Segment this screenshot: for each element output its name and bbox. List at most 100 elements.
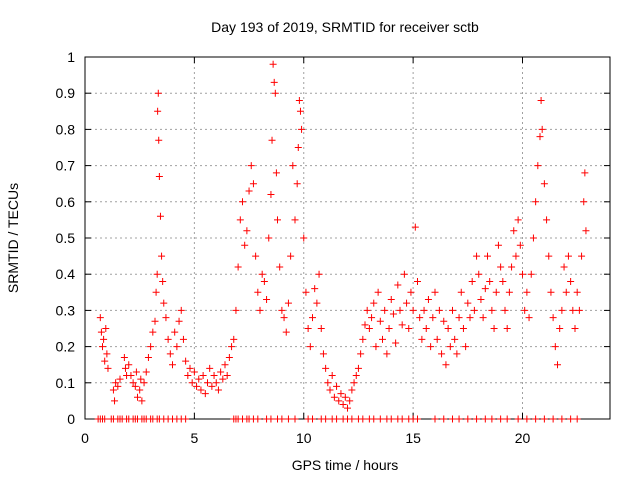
data-point bbox=[153, 270, 161, 278]
data-point bbox=[197, 386, 205, 394]
data-point bbox=[497, 415, 505, 423]
data-point bbox=[267, 191, 275, 199]
data-point bbox=[580, 198, 588, 206]
data-point bbox=[162, 314, 170, 322]
data-point bbox=[519, 270, 526, 278]
data-point bbox=[376, 317, 384, 325]
data-point bbox=[407, 288, 415, 296]
data-point bbox=[411, 223, 419, 231]
data-point bbox=[101, 357, 109, 365]
x-tick-label: 5 bbox=[190, 430, 198, 446]
data-point bbox=[359, 415, 367, 423]
data-point bbox=[403, 299, 411, 307]
data-point bbox=[291, 415, 299, 423]
data-point bbox=[149, 328, 157, 336]
data-point bbox=[136, 386, 144, 394]
data-point bbox=[581, 169, 589, 177]
data-point bbox=[440, 415, 448, 423]
data-point bbox=[201, 390, 209, 398]
data-point bbox=[435, 306, 443, 314]
data-point bbox=[420, 306, 428, 314]
data-point bbox=[534, 162, 542, 170]
data-point bbox=[449, 415, 456, 423]
data-point bbox=[236, 216, 244, 224]
data-point bbox=[109, 386, 117, 394]
data-point bbox=[348, 415, 356, 423]
data-point bbox=[569, 306, 577, 314]
data-point bbox=[424, 296, 432, 304]
data-point bbox=[309, 314, 316, 322]
data-point bbox=[350, 379, 358, 387]
data-point bbox=[302, 288, 310, 296]
data-point bbox=[431, 415, 439, 423]
data-point bbox=[346, 397, 354, 405]
grid-lines bbox=[85, 57, 610, 419]
data-point bbox=[523, 415, 531, 423]
data-point bbox=[571, 325, 579, 332]
data-point bbox=[274, 216, 281, 224]
data-point bbox=[293, 180, 301, 188]
y-tick-label: 0.2 bbox=[56, 339, 76, 355]
data-point bbox=[103, 350, 111, 358]
data-point bbox=[333, 415, 341, 423]
data-point bbox=[414, 277, 421, 285]
data-point bbox=[333, 382, 341, 390]
data-point bbox=[317, 325, 325, 332]
data-point bbox=[429, 314, 437, 322]
data-point bbox=[501, 306, 509, 314]
data-point bbox=[514, 216, 522, 224]
data-point bbox=[268, 136, 276, 144]
data-point bbox=[193, 382, 201, 390]
data-point bbox=[578, 252, 586, 260]
data-point bbox=[416, 314, 424, 322]
data-point bbox=[554, 361, 561, 369]
data-point bbox=[376, 415, 384, 423]
data-point bbox=[361, 321, 369, 329]
data-point bbox=[217, 368, 225, 376]
x-tick-label: 0 bbox=[81, 430, 89, 446]
data-point bbox=[387, 296, 395, 304]
data-point bbox=[256, 306, 264, 314]
data-point bbox=[132, 368, 140, 376]
data-point bbox=[418, 335, 426, 343]
data-point bbox=[102, 325, 110, 332]
data-point bbox=[111, 397, 119, 405]
data-point bbox=[442, 361, 450, 369]
data-point bbox=[278, 415, 286, 423]
data-point bbox=[503, 325, 511, 332]
data-point bbox=[206, 364, 214, 372]
data-point bbox=[453, 350, 461, 358]
data-point bbox=[549, 314, 557, 322]
data-point bbox=[494, 241, 502, 249]
data-point bbox=[481, 415, 489, 423]
data-point bbox=[322, 415, 330, 423]
data-point bbox=[166, 350, 174, 358]
data-point bbox=[396, 306, 404, 314]
data-point bbox=[477, 296, 485, 304]
data-point bbox=[147, 343, 155, 351]
data-point bbox=[527, 270, 535, 278]
data-point bbox=[295, 96, 303, 104]
data-point bbox=[558, 306, 566, 314]
data-point bbox=[271, 89, 279, 97]
data-point bbox=[486, 277, 494, 285]
data-point bbox=[370, 299, 378, 307]
data-point bbox=[400, 270, 408, 278]
data-point bbox=[313, 299, 321, 307]
chart-title: Day 193 of 2019, SRMTID for receiver sct… bbox=[211, 19, 479, 35]
data-point bbox=[508, 263, 516, 271]
data-point bbox=[560, 263, 568, 271]
data-point bbox=[252, 252, 260, 260]
data-point bbox=[100, 335, 108, 343]
data-point bbox=[270, 78, 278, 86]
data-point bbox=[184, 372, 192, 380]
data-point bbox=[538, 125, 546, 133]
data-point bbox=[335, 397, 343, 405]
data-point bbox=[221, 361, 229, 369]
data-point bbox=[152, 288, 160, 296]
data-point bbox=[499, 277, 507, 285]
data-point bbox=[488, 306, 496, 314]
data-point bbox=[182, 357, 190, 365]
data-point bbox=[414, 415, 421, 423]
